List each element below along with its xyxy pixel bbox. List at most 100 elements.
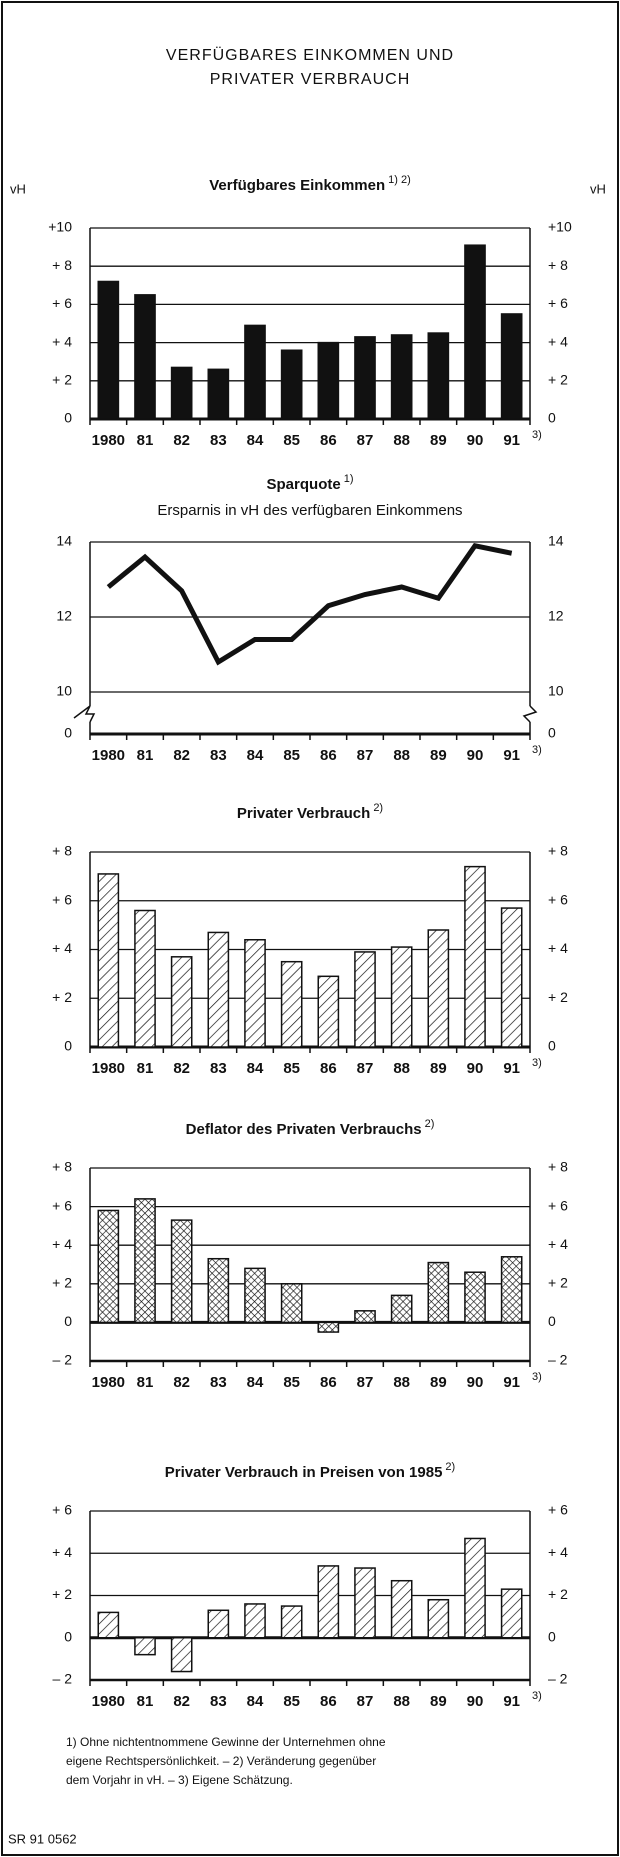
footnote: dem Vorjahr in vH. – 3) Eigene Schätzung… (66, 1773, 293, 1787)
y-tick-label: – 2 (548, 1352, 568, 1368)
bar (244, 324, 266, 420)
y-tick-label: + 2 (548, 1586, 568, 1602)
x-tick-label: 85 (283, 1060, 300, 1077)
bar (390, 946, 413, 1048)
x-tick-label: 82 (173, 1374, 190, 1391)
bar (244, 1603, 266, 1639)
y-tick-label: + 8 (52, 1159, 72, 1175)
axis-break (73, 705, 538, 723)
x-tick-label: 88 (393, 747, 410, 764)
y-tick-label: 0 (64, 1313, 72, 1329)
y-tick-label: 12 (548, 608, 564, 624)
y-tick-label: 14 (56, 533, 72, 549)
main-title: VERFÜGBARES EINKOMMEN UND (166, 46, 454, 64)
bar (317, 1565, 340, 1639)
line (106, 542, 513, 666)
chart-subtitle: Ersparnis in vH des verfügbaren Einkomme… (157, 502, 462, 519)
bar (317, 341, 340, 420)
x-tick-label: 85 (283, 1693, 300, 1710)
y-tick-label: + 6 (52, 1502, 72, 1518)
y-tick-label: + 8 (548, 257, 568, 273)
x-tick-label: 1980 (92, 1374, 125, 1391)
x-tick-label: 82 (173, 432, 190, 449)
x-tick-label: 87 (357, 1060, 374, 1077)
x-tick-label: 1980 (92, 747, 125, 764)
x-tick-label: 88 (393, 1374, 410, 1391)
bar (427, 332, 450, 420)
x-tick-label: 82 (173, 747, 190, 764)
category-note: 3) (532, 429, 542, 441)
y-tick-label: + 6 (52, 295, 72, 311)
title-note: 2) (445, 1461, 455, 1473)
bar (317, 1321, 340, 1333)
category-note: 3) (532, 1057, 542, 1069)
title-text: Deflator des Privaten Verbrauchs (186, 1121, 422, 1138)
x-tick-label: 85 (283, 432, 300, 449)
bar (207, 931, 230, 1048)
x-tick-label: 84 (247, 1693, 264, 1710)
bar (97, 1209, 120, 1324)
title-note: 2) (425, 1118, 435, 1130)
bar (427, 1598, 450, 1639)
x-tick-label: 91 (503, 747, 520, 764)
x-tick-label: 88 (393, 432, 410, 449)
y-tick-label: 0 (548, 1038, 556, 1054)
bar (390, 1294, 413, 1324)
y-tick-label: + 4 (548, 940, 568, 956)
chart-title: Privater Verbrauch in Preisen von 1985 2) (165, 1461, 455, 1481)
y-tick-label: + 6 (548, 891, 568, 907)
bar (500, 1256, 523, 1324)
source: SR 91 0562 (8, 1831, 77, 1846)
bar (170, 1219, 193, 1324)
x-tick-label: 81 (137, 432, 154, 449)
bar (317, 975, 340, 1048)
x-tick-label: 83 (210, 1374, 227, 1391)
x-tick-label: 83 (210, 747, 227, 764)
y-tick-label: 10 (56, 683, 72, 699)
title-text: Sparquote (267, 476, 341, 493)
bar (464, 244, 486, 420)
y-tick-label: 14 (548, 533, 564, 549)
bar (207, 1609, 230, 1639)
bar (390, 1579, 413, 1639)
y-tick-label: + 2 (52, 1586, 72, 1602)
x-tick-label: 83 (210, 1060, 227, 1077)
y-tick-label: + 6 (548, 1502, 568, 1518)
y-tick-label: + 8 (52, 257, 72, 273)
y-tick-label: + 2 (548, 1275, 568, 1291)
y-tick-label: + 4 (52, 333, 72, 349)
footnote: eigene Rechtspersönlichkeit. – 2) Veränd… (66, 1754, 376, 1768)
y-tick-label: +10 (548, 219, 572, 235)
y-tick-label: + 6 (548, 1197, 568, 1213)
bar (134, 1198, 156, 1324)
bar (354, 336, 376, 420)
x-tick-label: 91 (503, 1374, 520, 1391)
x-tick-label: 89 (430, 1693, 447, 1710)
x-tick-label: 1980 (92, 1060, 125, 1077)
x-tick-label: 87 (357, 432, 374, 449)
x-tick-label: 81 (137, 1374, 154, 1391)
x-tick-label: 87 (357, 747, 374, 764)
bar (97, 280, 120, 420)
y-tick-label: + 4 (52, 1544, 72, 1560)
y-tick-label: 0 (64, 1628, 72, 1644)
y-tick-label: – 2 (548, 1671, 568, 1687)
title-text: Privater Verbrauch in Preisen von 1985 (165, 1464, 443, 1481)
bar (170, 366, 193, 420)
y-tick-label: 0 (64, 725, 72, 741)
bar (280, 1283, 303, 1324)
chart-title: Privater Verbrauch 2) (237, 802, 383, 822)
bar (354, 1310, 376, 1324)
x-tick-label: 89 (430, 1060, 447, 1077)
x-tick-label: 81 (137, 1693, 154, 1710)
bar (464, 1271, 486, 1324)
bar (500, 907, 523, 1048)
x-tick-label: 82 (173, 1693, 190, 1710)
unit-label: vH (10, 181, 26, 196)
bar (134, 294, 156, 420)
bar (280, 960, 303, 1048)
y-tick-label: + 6 (548, 295, 568, 311)
x-tick-label: 87 (357, 1374, 374, 1391)
x-tick-label: 90 (467, 747, 484, 764)
